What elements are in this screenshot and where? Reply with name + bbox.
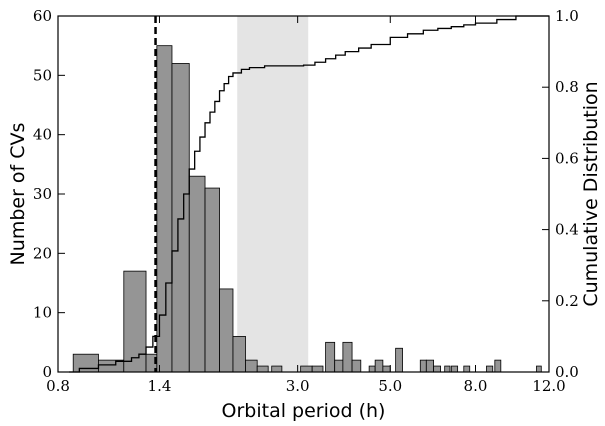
x-tick-label-1: 1.4 [148, 377, 172, 395]
histogram-bar-19 [368, 365, 376, 373]
histogram-bar-9 [232, 335, 246, 373]
histogram-bars [72, 45, 542, 373]
histogram-bar-6 [188, 175, 206, 373]
histogram-bar-10 [245, 359, 258, 373]
y-right-tick-label-0: 0.0 [555, 363, 579, 381]
histogram-bar-27 [450, 365, 459, 373]
histogram-bar-2 [123, 270, 147, 373]
histogram-bar-24 [425, 359, 435, 373]
y-right-tick-label-5: 1.0 [555, 7, 579, 25]
histogram-bar-14 [311, 365, 324, 373]
cumulative-distribution-line [68, 15, 549, 373]
y-left-tick-label-6: 60 [33, 7, 52, 25]
x-tick-label-3: 5.0 [378, 377, 402, 395]
histogram-bar-31 [536, 365, 542, 373]
histogram-bar-13 [300, 365, 313, 373]
histogram-bar-11 [256, 365, 269, 373]
histogram-bar-7 [204, 187, 220, 373]
y-right-tick-label-1: 0.2 [555, 292, 579, 310]
y-left-tick-label-2: 20 [33, 244, 52, 262]
period-gap-band-rect [237, 16, 309, 372]
left-y-axis-label: Number of CVs [7, 123, 29, 266]
histogram-bar-12 [271, 365, 283, 373]
y-left-tick-label-1: 10 [33, 304, 52, 322]
period-gap-band [237, 16, 309, 372]
histogram-bar-25 [433, 365, 442, 373]
histogram-bar-15 [325, 341, 336, 373]
histogram-bar-17 [342, 341, 353, 373]
y-left-tick-label-3: 30 [33, 185, 52, 203]
histogram-bar-21 [382, 365, 391, 373]
histogram-bar-28 [463, 365, 471, 373]
cumulative-line-layer [68, 15, 549, 373]
y-right-tick-label-3: 0.6 [555, 149, 579, 167]
right-y-axis-label: Cumulative Distribution [580, 81, 602, 306]
axis-ticks [57, 15, 550, 373]
x-tick-label-4: 8.0 [464, 377, 488, 395]
histogram-bar-8 [219, 288, 234, 373]
y-left-tick-label-5: 50 [33, 66, 52, 84]
histogram-bar-30 [494, 359, 502, 373]
histogram-bar-16 [334, 359, 344, 373]
histogram-bar-20 [374, 359, 384, 373]
histogram-bar-18 [351, 359, 362, 373]
histogram-bar-29 [486, 365, 494, 373]
y-right-tick-label-4: 0.8 [555, 78, 579, 96]
x-tick-label-0: 0.8 [46, 377, 70, 395]
y-right-tick-label-2: 0.4 [555, 221, 579, 239]
histogram-bar-5 [171, 63, 190, 373]
y-left-tick-label-0: 0 [42, 363, 52, 381]
histogram-bar-26 [444, 365, 451, 373]
y-left-tick-label-4: 40 [33, 126, 52, 144]
x-tick-label-5: 12.0 [532, 377, 565, 395]
x-axis-label: Orbital period (h) [222, 400, 386, 422]
histogram-bar-23 [419, 359, 427, 373]
histogram-bar-22 [395, 347, 403, 373]
x-tick-label-2: 3.0 [286, 377, 310, 395]
histogram-bar-0 [72, 353, 99, 373]
tick-labels: 0.8 1.4 3.0 5.0 8.0 12.0 0 10 20 30 40 50 60 0.0 0.2 0.… [33, 7, 579, 395]
